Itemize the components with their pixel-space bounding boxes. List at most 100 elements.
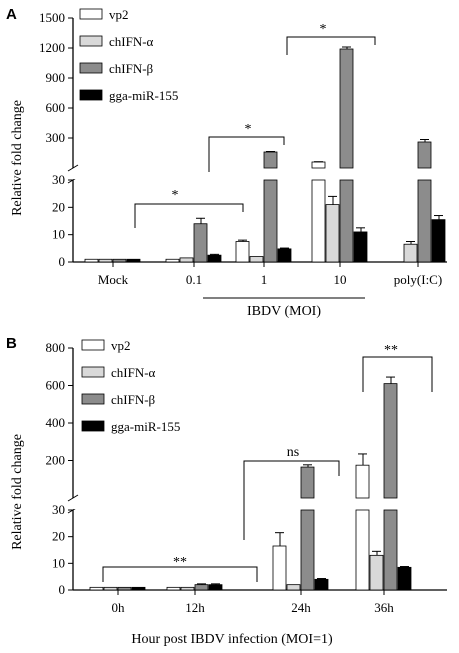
bar-chIFN-β [383,509,398,591]
bar-chIFN-α [103,586,118,591]
legend-swatch-gga-miR-155 [81,420,105,432]
legend-label: chIFN-α [111,365,156,380]
bar-vp2 [235,241,250,263]
y-tick-label: 20 [52,529,65,544]
y-axis-label: Relative fold change [10,100,25,216]
bar-vp2 [165,258,180,263]
panel-label: B [6,335,17,352]
bar-chIFN-α [98,258,113,263]
bar-vp2 [311,179,326,263]
x-tick-label: 12h [185,600,205,615]
chart-panel-A: A 0 10 20 30 300 600 900 1200 1500 Relative fold c… [6,6,448,319]
legend-swatch-vp2 [79,8,103,20]
legend-swatch-vp2 [81,339,105,351]
bar-chIFN-α [286,584,301,591]
bar-chIFN-β [112,258,127,263]
significance-label: * [172,188,179,203]
bar-chIFN-α [403,243,418,263]
x-axis-label: Hour post IBDV infection (MOI=1) [131,632,333,647]
y-tick-label: 1200 [39,40,65,55]
bar-chIFN-α [325,204,340,263]
significance-bracket [362,356,433,392]
y-tick-label: 800 [46,340,66,355]
x-axis-label: IBDV (MOI) [247,304,321,319]
bar-chIFN-β [339,179,354,263]
bar-chIFN-β-upper [339,48,354,169]
x-tick-label: 24h [291,600,311,615]
y-tick-label: 10 [52,227,65,242]
bar-vp2 [84,258,99,263]
significance-label: ** [384,343,398,358]
legend-label: gga-miR-155 [111,419,180,434]
legend-label: vp2 [111,338,131,353]
significance-bracket [208,136,285,172]
legend-swatch-chIFN-β [81,393,105,405]
significance-bracket [134,203,244,228]
legend-label: chIFN-β [111,392,156,407]
bar-vp2-upper [355,464,370,499]
x-tick-label: Mock [98,272,129,287]
y-tick-label: 300 [46,130,66,145]
axis-break-mark [67,494,79,502]
axis-break-mark [67,164,79,172]
bar-chIFN-β [193,223,208,263]
bar-chIFN-α [180,586,195,591]
bar-chIFN-β [417,179,432,263]
bar-vp2-upper [311,161,326,169]
bar-gga-miR-155 [314,578,329,591]
significance-bracket [102,566,258,582]
y-tick-label: 200 [46,453,66,468]
bar-chIFN-β [194,584,209,591]
bar-chIFN-β [117,586,132,591]
bar-gga-miR-155 [431,219,446,263]
bar-chIFN-α [179,257,194,263]
bar-chIFN-β-upper [383,383,398,499]
x-tick-label: 36h [374,600,394,615]
axis-break-gap [74,499,448,509]
bar-vp2 [89,586,104,591]
bar-gga-miR-155 [277,248,292,263]
y-tick-label: 600 [46,378,66,393]
x-tick-label: poly(I:C) [394,272,442,287]
bar-gga-miR-155 [207,254,222,263]
bar-vp2 [166,586,181,591]
y-tick-label: 10 [52,555,65,570]
x-tick-label: 1 [261,272,268,287]
y-tick-label: 0 [59,254,66,269]
legend-label: gga-miR-155 [109,88,178,103]
bar-chIFN-β [300,509,315,591]
legend-swatch-gga-miR-155 [79,89,103,101]
y-axis-label: Relative fold change [10,434,25,550]
legend-label: vp2 [109,7,129,22]
y-tick-label: 900 [46,70,66,85]
legend-swatch-chIFN-α [81,366,105,378]
legend-label: chIFN-α [109,34,154,49]
bar-chIFN-β-upper [417,141,432,169]
legend-label: chIFN-β [109,61,154,76]
y-tick-label: 20 [52,199,65,214]
bar-gga-miR-155 [126,258,141,263]
bar-chIFN-β-upper [263,151,278,169]
significance-label: * [320,22,327,37]
y-tick-label: 400 [46,415,66,430]
y-tick-label: 0 [59,582,66,597]
bar-vp2 [272,545,287,591]
axis-break-gap [74,169,448,179]
bar-gga-miR-155 [353,231,368,263]
bar-gga-miR-155 [208,584,223,591]
bar-chIFN-β-upper [300,466,315,499]
x-tick-label: 10 [334,272,347,287]
y-tick-label: 600 [46,100,66,115]
legend-swatch-chIFN-α [79,35,103,47]
y-tick-label: 1500 [39,10,65,25]
significance-bracket [243,460,340,540]
chart-panel-B: B 0 10 20 30 200 400 600 800 Relative fold change… [6,335,448,647]
significance-label: * [245,122,252,137]
y-tick-label: 30 [52,502,65,517]
significance-bracket [286,36,376,55]
panel-label: A [6,6,17,23]
bar-vp2 [355,509,370,591]
significance-label: ** [173,555,187,570]
bar-chIFN-β [263,179,278,263]
